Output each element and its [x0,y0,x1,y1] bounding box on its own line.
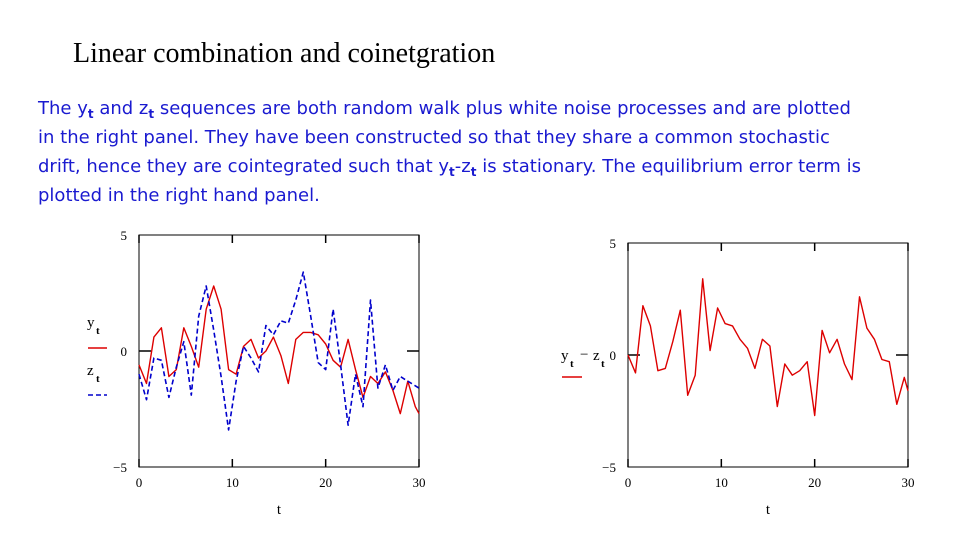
desc-subscript: t [449,165,455,179]
desc-fragment: drift, hence they are cointegrated such … [38,156,450,177]
y-axis-label: y t− z t [561,347,605,378]
legend-subscript: t [96,373,100,385]
plot-frame [627,242,909,468]
y-tick-label: 0 [121,344,128,359]
desc-fragment: -z [454,156,471,177]
desc-fragment: The y [38,98,88,119]
y-tick-label: 5 [121,228,128,243]
y-tick-label: −5 [113,460,127,475]
y-tick-label: 0 [610,348,617,363]
series-line-ytzt [627,278,909,417]
legend-label: z [87,363,94,379]
x-axis-label: t [277,502,282,518]
desc-fragment: is stationary. The equilibrium error ter… [476,156,861,177]
x-tick-label: 30 [413,475,426,490]
desc-subscript: t [470,165,477,179]
y-tick-label: 5 [610,236,617,251]
ylabel-subscript: t [570,358,574,370]
x-tick-label: 0 [625,475,632,490]
description-line-2: in the right panel. They have been const… [38,127,830,148]
x-axis-label: t [766,502,771,518]
desc-subscript: t [148,107,155,121]
y-tick-label: −5 [602,460,616,475]
ylabel-subscript: t [601,358,605,370]
description-line-3: drift, hence they are cointegrated such … [38,152,938,181]
x-tick-label: 10 [715,475,728,490]
slide-title: Linear combination and coinetgration [73,38,496,69]
ylabel-operator: − [580,347,588,363]
desc-fragment: and z [93,98,149,119]
x-tick-label: 20 [319,475,332,490]
description-line-1: The yt and zt sequences are both random … [38,94,938,123]
description-line-4: plotted in the right hand panel. [38,185,320,206]
x-tick-label: 10 [226,475,239,490]
desc-subscript: t [87,107,94,121]
x-tick-label: 20 [808,475,821,490]
desc-fragment: sequences are both random walk plus whit… [154,98,851,119]
description-text: The yt and zt sequences are both random … [38,94,938,210]
x-tick-label: 30 [902,475,915,490]
ylabel-part: y [561,348,569,364]
ylabel-part: z [593,348,600,364]
legend-subscript: t [96,325,100,337]
legend-label: y [87,315,95,331]
series-line-yt [138,285,420,415]
x-tick-label: 0 [136,475,143,490]
